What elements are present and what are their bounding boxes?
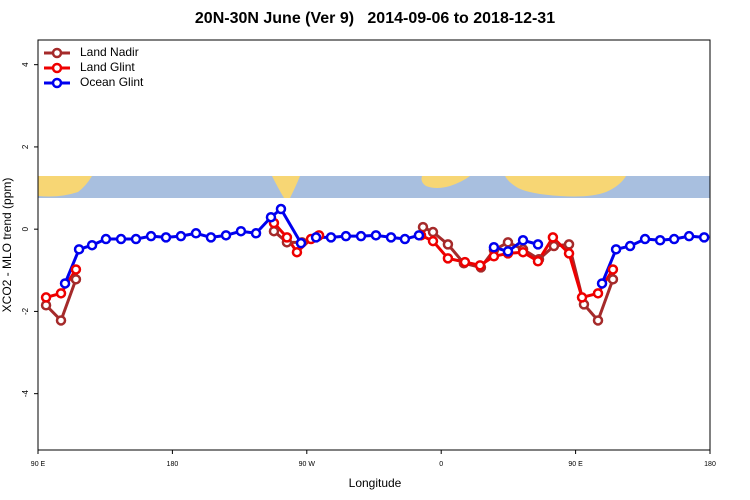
legend-marker xyxy=(51,77,63,89)
data-point xyxy=(532,239,544,250)
data-point xyxy=(427,235,439,247)
data-point xyxy=(235,225,247,237)
data-point xyxy=(668,233,680,245)
x-tick-label: 90 W xyxy=(299,461,316,468)
data-point xyxy=(281,232,293,243)
data-point xyxy=(502,246,514,257)
data-point xyxy=(459,256,471,268)
y-tick-label: -2 xyxy=(21,307,30,315)
data-point xyxy=(610,244,622,255)
data-point xyxy=(291,246,303,258)
data-point xyxy=(340,230,352,242)
data-point xyxy=(40,292,52,303)
data-point xyxy=(592,315,604,326)
data-point xyxy=(295,237,307,249)
plot-frame xyxy=(37,39,711,451)
x-tick-label: 90 E xyxy=(568,461,583,468)
data-point xyxy=(265,211,277,223)
data-point xyxy=(683,230,695,242)
data-point xyxy=(73,244,85,255)
data-point xyxy=(205,232,217,243)
data-point xyxy=(413,230,425,241)
data-point xyxy=(607,264,619,275)
data-point xyxy=(563,248,575,259)
data-point xyxy=(250,228,262,239)
data-point xyxy=(160,232,172,243)
y-tick-label: 0 xyxy=(21,226,30,231)
data-point xyxy=(399,233,411,245)
data-point xyxy=(59,278,71,289)
map-strip xyxy=(38,176,710,198)
data-point xyxy=(607,274,619,285)
y-tick-label: -4 xyxy=(21,390,30,398)
data-point xyxy=(385,232,397,243)
data-point xyxy=(175,230,187,242)
data-point xyxy=(55,315,67,326)
data-point xyxy=(86,239,98,251)
data-point xyxy=(488,242,500,253)
data-point xyxy=(417,221,429,233)
data-point xyxy=(502,237,514,248)
series-line xyxy=(63,207,705,285)
legend-marker xyxy=(51,47,63,59)
data-point xyxy=(145,230,157,242)
data-point xyxy=(563,239,575,250)
data-point xyxy=(70,274,82,285)
data-point xyxy=(576,292,588,303)
data-point xyxy=(517,246,529,258)
data-point xyxy=(596,278,608,289)
data-point xyxy=(624,240,636,252)
data-point xyxy=(100,233,112,245)
data-point xyxy=(639,233,651,245)
data-point xyxy=(698,232,710,243)
data-point xyxy=(654,235,666,246)
data-point xyxy=(442,253,454,264)
y-tick-label: 4 xyxy=(21,62,30,67)
data-point xyxy=(268,225,280,237)
data-point xyxy=(130,233,142,245)
data-point xyxy=(427,226,439,238)
data-point xyxy=(592,288,604,299)
y-tick-label: 2 xyxy=(21,144,30,149)
legend-label: Land Nadir xyxy=(80,45,139,59)
x-tick-label: 180 xyxy=(167,461,179,468)
data-point xyxy=(474,260,486,271)
data-point xyxy=(488,251,500,262)
data-point xyxy=(55,288,67,299)
data-point xyxy=(355,230,367,242)
x-tick-label: 90 E xyxy=(31,461,46,468)
chart-title: 20N-30N June (Ver 9) 2014-09-06 to 2018-… xyxy=(195,10,555,27)
data-point xyxy=(517,235,529,246)
data-point xyxy=(532,255,544,267)
data-point xyxy=(548,240,560,252)
legend-label: Land Glint xyxy=(80,60,135,74)
legend-label: Ocean Glint xyxy=(80,75,144,89)
x-tick-label: 180 xyxy=(704,461,716,468)
data-point xyxy=(370,230,382,241)
data-point xyxy=(325,232,337,243)
data-point xyxy=(275,203,287,215)
legend-marker xyxy=(51,62,63,74)
x-tick-label: 0 xyxy=(439,461,443,468)
data-point xyxy=(190,228,202,239)
x-axis-title: Longitude xyxy=(349,476,402,490)
y-axis-title: XCO2 - MLO trend (ppm) xyxy=(0,178,14,313)
data-point xyxy=(547,232,559,243)
data-point xyxy=(70,264,82,275)
data-point xyxy=(442,239,454,250)
data-point xyxy=(115,233,127,245)
data-point xyxy=(310,232,322,243)
data-point xyxy=(220,230,232,241)
